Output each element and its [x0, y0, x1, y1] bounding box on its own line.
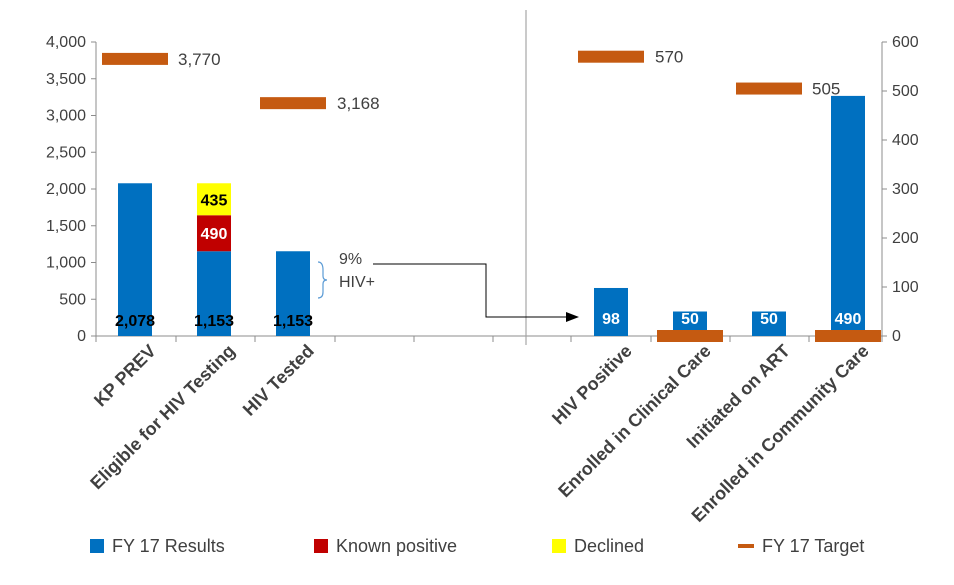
- y-left-tick-label: 2,500: [46, 144, 86, 161]
- data-label-results-left: 1,153: [194, 313, 234, 330]
- legend-swatch-known-positive: [314, 539, 328, 553]
- legend-label-results: FY 17 Results: [112, 535, 225, 556]
- legend-label-target: FY 17 Target: [762, 535, 865, 556]
- y-right-tick-label: 300: [892, 181, 919, 198]
- category-label-right: HIV Positive: [548, 341, 636, 429]
- annotation-percent: 9%: [339, 251, 362, 268]
- legend-label-declined: Declined: [574, 535, 645, 556]
- bar-results-right: [594, 287, 628, 336]
- target-marker-right: [578, 50, 644, 63]
- legend-item-known-positive: Known positive: [314, 534, 457, 558]
- y-left-tick-label: 1,500: [46, 218, 86, 235]
- target-label-initiated-on-art: 505: [812, 80, 840, 99]
- y-left-tick-label: 3,000: [46, 108, 86, 125]
- target-marker-right: [815, 330, 881, 342]
- legend-swatch-target: [738, 544, 754, 548]
- y-right-tick-label: 500: [892, 83, 919, 100]
- y-left-tick-label: 3,500: [46, 71, 86, 88]
- connector-arrow-line: [373, 263, 568, 318]
- data-label-results-right: 98: [602, 311, 620, 328]
- category-label-right: Enrolled in Community Care: [688, 341, 873, 526]
- target-marker-right: [657, 330, 723, 342]
- target-label-hiv-positive: 570: [655, 48, 683, 67]
- bar-results-right: [752, 311, 786, 336]
- legend-item-target: FY 17 Target: [738, 534, 864, 558]
- target-marker-left: [260, 97, 326, 110]
- bar-results-left: [197, 251, 231, 336]
- y-left-tick-label: 500: [59, 291, 86, 308]
- legend: FY 17 Results Known positive Declined FY…: [90, 534, 930, 558]
- target-label-hiv-tested: 3,168: [337, 94, 380, 113]
- y-left-tick-label: 0: [77, 328, 86, 345]
- legend-label-known-positive: Known positive: [336, 535, 458, 556]
- bar-known-positive: [197, 215, 231, 252]
- legend-swatch-declined: [552, 539, 566, 553]
- arrowhead-icon: [566, 312, 579, 322]
- y-right-tick-label: 200: [892, 230, 919, 247]
- data-label-results-right: 50: [681, 311, 699, 328]
- data-label-declined: 435: [201, 192, 228, 209]
- y-left-tick-label: 4,000: [46, 34, 86, 51]
- data-label-results-right: 490: [835, 311, 862, 328]
- data-label-results-right: 50: [760, 311, 778, 328]
- data-label-known-positive: 490: [201, 226, 228, 243]
- hiv-plus-bracket: [317, 261, 328, 299]
- legend-swatch-results: [90, 539, 104, 553]
- y-left-tick-label: 2,000: [46, 181, 86, 198]
- target-marker-left: [102, 52, 168, 65]
- data-label-results-left: 1,153: [273, 313, 313, 330]
- y-right-tick-label: 600: [892, 34, 919, 51]
- y-right-tick-label: 100: [892, 279, 919, 296]
- bar-declined: [197, 183, 231, 216]
- bar-results-left: [118, 183, 152, 336]
- bar-results-left: [276, 251, 310, 336]
- legend-item-declined: Declined: [552, 534, 644, 558]
- y-left-tick-label: 1,000: [46, 255, 86, 272]
- legend-item-results: FY 17 Results: [90, 534, 225, 558]
- target-label-kp-prev: 3,770: [178, 50, 221, 69]
- target-marker-right: [736, 82, 802, 95]
- data-label-results-left: 2,078: [115, 313, 155, 330]
- y-right-tick-label: 400: [892, 132, 919, 149]
- category-label-right: Enrolled in Clinical Care: [554, 341, 715, 502]
- bar-results-right: [831, 95, 865, 337]
- annotation-hiv-plus: HIV+: [339, 274, 375, 291]
- y-right-tick-label: 0: [892, 328, 901, 345]
- category-label-left: HIV Tested: [239, 341, 318, 420]
- category-label-left: Eligible for HIV Testing: [86, 341, 239, 494]
- category-label-left: KP PREV: [90, 341, 160, 411]
